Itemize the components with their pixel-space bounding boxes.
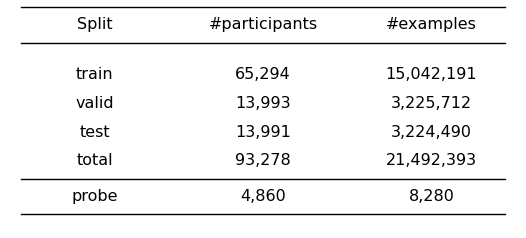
Text: probe: probe <box>72 189 118 204</box>
Text: #participants: #participants <box>208 17 318 33</box>
Text: 3,225,712: 3,225,712 <box>391 96 472 111</box>
Text: #examples: #examples <box>386 17 477 33</box>
Text: 4,860: 4,860 <box>240 189 286 204</box>
Text: 8,280: 8,280 <box>408 189 454 204</box>
Text: 21,492,393: 21,492,393 <box>386 153 477 168</box>
Text: 13,993: 13,993 <box>235 96 291 111</box>
Text: 93,278: 93,278 <box>235 153 291 168</box>
Text: 15,042,191: 15,042,191 <box>386 67 477 83</box>
Text: 3,224,490: 3,224,490 <box>391 124 472 140</box>
Text: 13,991: 13,991 <box>235 124 291 140</box>
Text: test: test <box>79 124 110 140</box>
Text: train: train <box>76 67 114 83</box>
Text: valid: valid <box>75 96 114 111</box>
Text: 65,294: 65,294 <box>235 67 291 83</box>
Text: total: total <box>76 153 113 168</box>
Text: Split: Split <box>77 17 113 33</box>
